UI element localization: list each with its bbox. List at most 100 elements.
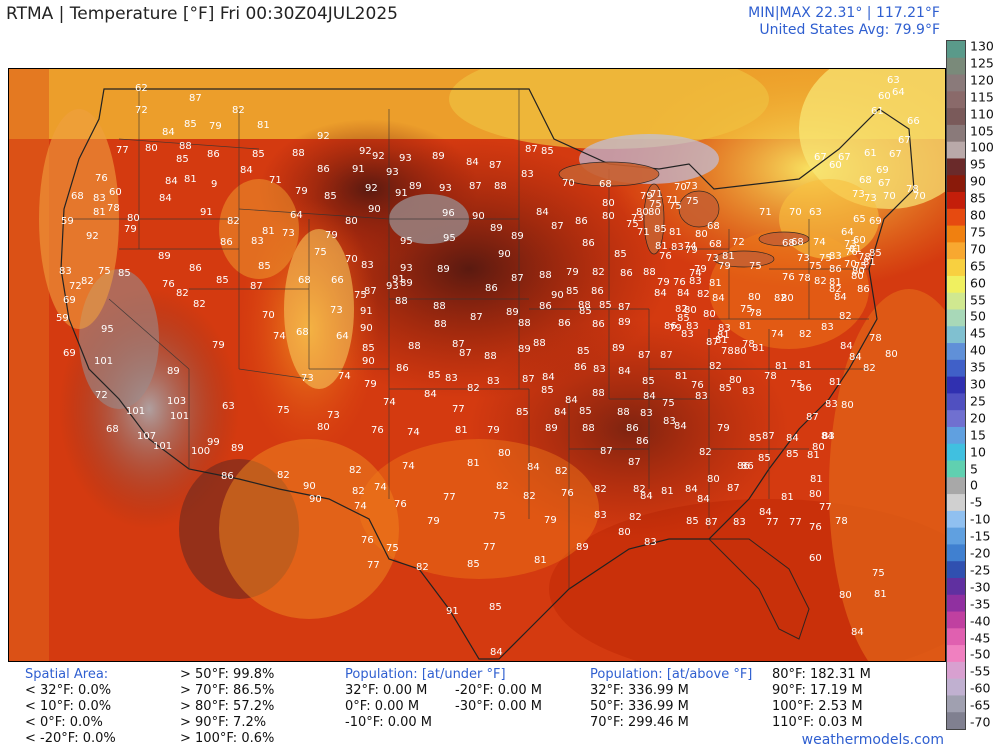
- station-temperature: 82: [352, 486, 365, 497]
- station-temperature: 84: [527, 462, 540, 473]
- station-temperature: 71: [666, 195, 679, 206]
- station-temperature: 78: [721, 346, 734, 357]
- station-temperature: 76: [845, 247, 858, 258]
- station-temperature: 80: [812, 442, 825, 453]
- color-scale-swatch: [947, 91, 965, 109]
- station-temperature: 85: [118, 268, 131, 279]
- station-temperature: 83: [718, 323, 731, 334]
- station-temperature: 81: [184, 174, 197, 185]
- population-stat: 32°F: 0.00 M: [345, 683, 428, 698]
- station-temperature: 81: [722, 251, 735, 262]
- station-temperature: 82: [863, 363, 876, 374]
- station-temperature: 84: [565, 395, 578, 406]
- station-temperature: 84: [424, 389, 437, 400]
- color-scale-label: -55: [970, 663, 991, 679]
- station-temperature: 84: [759, 507, 772, 518]
- station-temperature: 88: [434, 319, 447, 330]
- station-temperature: 86: [829, 264, 842, 275]
- temperature-map[interactable]: 87 82 81 92 85 79 84 88 85 86 85 88 92 92 93 89 84 87 87 85…: [8, 68, 946, 662]
- station-temperature: 85: [614, 249, 627, 260]
- station-temperature: 61: [871, 106, 884, 117]
- color-scale-swatch: [947, 275, 965, 294]
- station-temperature: 85: [184, 119, 197, 130]
- station-temperature: 77: [367, 560, 380, 571]
- color-scale-swatch: [947, 208, 965, 227]
- station-temperature: 69: [869, 216, 882, 227]
- color-scale-labels: 130 125 120 115 110 105 100 95 90 85 80 75 70 65 60 55 5…: [968, 39, 1000, 730]
- station-temperature: 79: [718, 261, 731, 272]
- color-scale-swatch: [947, 494, 965, 512]
- color-scale-swatch: [947, 712, 965, 730]
- station-temperature: 87: [470, 312, 483, 323]
- station-temperature: 74: [338, 371, 351, 382]
- station-temperature: 93: [399, 153, 412, 164]
- color-scale-label: 65: [970, 258, 986, 274]
- station-temperature: 82: [839, 311, 852, 322]
- station-temperature: 86: [317, 164, 330, 175]
- station-temperature: 79: [544, 515, 557, 526]
- station-temperature: 80: [498, 448, 511, 459]
- station-temperature: 79: [657, 277, 670, 288]
- station-temperature: 85: [566, 286, 579, 297]
- station-temperature: 70: [345, 254, 358, 265]
- station-temperature: 75: [662, 398, 675, 409]
- color-scale-swatch: [947, 426, 965, 445]
- spatial-stat: < 0°F: 0.0%: [25, 715, 103, 730]
- station-temperature: 83: [59, 266, 72, 277]
- color-scale-label: -50: [970, 646, 991, 662]
- station-temperature: 71: [759, 207, 772, 218]
- station-temperature: 95: [400, 236, 413, 247]
- color-scale-label: -5: [970, 494, 983, 510]
- color-scale: [946, 40, 966, 730]
- station-temperature: 83: [821, 322, 834, 333]
- station-temperature: 79: [209, 121, 222, 132]
- station-temperature: 88: [533, 338, 546, 349]
- credit-link[interactable]: weathermodels.com: [801, 732, 944, 748]
- population-under-title: Population: [at/under °F]: [345, 667, 506, 682]
- station-temperature: 82: [349, 465, 362, 476]
- station-temperature: 90: [551, 290, 564, 301]
- color-scale-label: 95: [970, 156, 986, 172]
- station-temperature: 85: [324, 191, 337, 202]
- station-temperature: 87: [706, 337, 719, 348]
- color-scale-swatch: [947, 594, 965, 613]
- color-scale-swatch: [947, 292, 965, 311]
- station-temperature: 88: [518, 318, 531, 329]
- station-temperature: 68: [71, 191, 84, 202]
- station-temperature: 87: [705, 517, 718, 528]
- station-temperature: 89: [511, 231, 524, 242]
- station-temperature: 80: [684, 305, 697, 316]
- station-temperature: 92: [372, 151, 385, 162]
- station-temperature: 87: [511, 273, 524, 284]
- station-temperature: 88: [484, 351, 497, 362]
- color-scale-swatch: [947, 158, 965, 176]
- station-temperature: 89: [490, 223, 503, 234]
- station-temperature: 60: [853, 235, 866, 246]
- florida-outline: [707, 538, 810, 640]
- station-temperature: 83: [93, 193, 106, 204]
- station-temperature: 67: [889, 149, 902, 160]
- station-temperature: 84: [654, 288, 667, 299]
- station-temperature: 87: [525, 144, 538, 155]
- color-scale-swatch: [947, 695, 965, 713]
- station-temperature: 88: [292, 148, 305, 159]
- station-temperature: 88: [617, 407, 630, 418]
- station-temperature: 82: [594, 484, 607, 495]
- station-temperature: 90: [360, 323, 373, 334]
- station-temperature: 70: [562, 178, 575, 189]
- station-temperature: 77: [452, 404, 465, 415]
- color-scale-swatch: [947, 628, 965, 646]
- station-temperature: 81: [752, 343, 765, 354]
- station-temperature: 90: [368, 204, 381, 215]
- station-temperature: 80: [145, 143, 158, 154]
- population-stat: 80°F: 182.31 M: [772, 667, 871, 682]
- station-temperature: 88: [578, 300, 591, 311]
- station-temperature: 61: [864, 148, 877, 159]
- station-temperature: 85: [749, 433, 762, 444]
- station-temperature: 79: [685, 245, 698, 256]
- station-temperature: 86: [582, 238, 595, 249]
- station-temperature: 87: [452, 339, 465, 350]
- station-temperature: 80: [602, 198, 615, 209]
- station-temperature: 88: [582, 423, 595, 434]
- station-temperature: 92: [365, 183, 378, 194]
